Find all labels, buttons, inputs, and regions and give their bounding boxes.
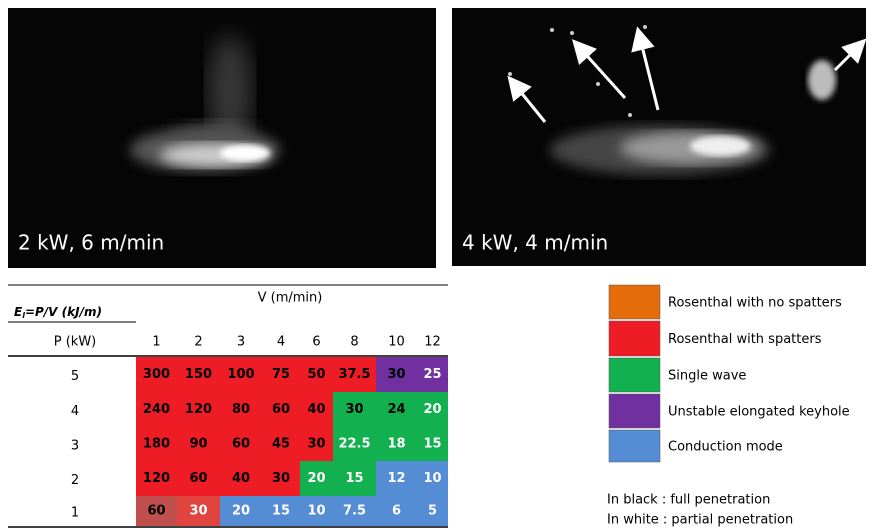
speed-header: 2 bbox=[194, 335, 202, 350]
cell-value: 20 bbox=[307, 471, 325, 486]
photo-right: 4 kW, 4 m/min bbox=[452, 8, 866, 266]
cell-value: 5 bbox=[428, 504, 437, 519]
speed-header: 4 bbox=[277, 335, 285, 350]
cell-value: 240 bbox=[143, 402, 170, 417]
power-label: 5 bbox=[71, 369, 79, 384]
speed-header: 6 bbox=[312, 335, 320, 350]
legend-label: Single wave bbox=[668, 369, 746, 384]
legend-swatch bbox=[609, 430, 660, 462]
cell-value: 20 bbox=[232, 504, 250, 519]
power-label: 3 bbox=[71, 439, 79, 454]
figure: 2 kW, 6 m/min 4 kW, 4 m/min El=P/V (kJ/m… bbox=[0, 0, 871, 528]
legend-swatch bbox=[609, 358, 660, 392]
cell-value: 120 bbox=[143, 471, 170, 486]
cell-value: 60 bbox=[232, 437, 250, 452]
column-title: V (m/min) bbox=[258, 291, 323, 306]
speed-header: 3 bbox=[237, 335, 245, 350]
row-title: P (kW) bbox=[54, 335, 97, 350]
cell-value: 180 bbox=[143, 437, 170, 452]
cell-value: 12 bbox=[387, 471, 405, 486]
corner-header: El=P/V (kJ/m) bbox=[14, 305, 102, 320]
legend-label: Rosenthal with no spatters bbox=[668, 296, 842, 311]
cell-value: 40 bbox=[232, 471, 250, 486]
cell-value: 75 bbox=[272, 367, 290, 382]
legend-swatch bbox=[609, 394, 660, 428]
speed-header: 12 bbox=[424, 335, 441, 350]
cell-value: 37.5 bbox=[338, 367, 370, 382]
legend: Rosenthal with no spatters Rosenthal with… bbox=[607, 285, 850, 528]
cell-value: 100 bbox=[227, 367, 254, 382]
note: In white : partial penetration bbox=[607, 513, 793, 528]
cell-value: 6 bbox=[392, 504, 401, 519]
cell-value: 15 bbox=[423, 437, 441, 452]
cell-value: 150 bbox=[185, 367, 212, 382]
cell-value: 30 bbox=[387, 367, 405, 382]
speed-header: 8 bbox=[350, 335, 358, 350]
cell-value: 50 bbox=[307, 367, 325, 382]
cell-value: 20 bbox=[423, 402, 441, 417]
power-label: 4 bbox=[71, 404, 79, 419]
cell-value: 120 bbox=[185, 402, 212, 417]
legend-label: Unstable elongated keyhole bbox=[668, 405, 850, 420]
cell-value: 22.5 bbox=[338, 437, 370, 452]
cell-value: 18 bbox=[387, 437, 405, 452]
cell-value: 60 bbox=[147, 504, 165, 519]
speed-header: 1 bbox=[152, 335, 160, 350]
legend-label: Conduction mode bbox=[668, 440, 783, 455]
cell-value: 40 bbox=[307, 402, 325, 417]
power-label: 1 bbox=[71, 506, 79, 521]
power-label: 2 bbox=[71, 473, 79, 488]
cell-value: 30 bbox=[189, 504, 207, 519]
photo-caption: 4 kW, 4 m/min bbox=[462, 231, 608, 255]
cell-value: 90 bbox=[189, 437, 207, 452]
cell-value: 30 bbox=[307, 437, 325, 452]
cell-value: 25 bbox=[423, 367, 441, 382]
cell-value: 10 bbox=[423, 471, 441, 486]
photo-caption: 2 kW, 6 m/min bbox=[18, 231, 164, 255]
note: In black : full penetration bbox=[607, 493, 770, 508]
cell-value: 15 bbox=[345, 471, 363, 486]
cell-value: 45 bbox=[272, 437, 290, 452]
cell-value: 15 bbox=[272, 504, 290, 519]
legend-swatch bbox=[609, 285, 660, 319]
cell-value: 60 bbox=[189, 471, 207, 486]
corner-part: =P/V (kJ/m) bbox=[25, 305, 102, 319]
cell-value: 300 bbox=[143, 367, 170, 382]
legend-swatch bbox=[609, 321, 660, 356]
cell-value: 30 bbox=[272, 471, 290, 486]
cell-value: 80 bbox=[232, 402, 250, 417]
cell-value: 24 bbox=[387, 402, 405, 417]
speed-header: 10 bbox=[388, 335, 405, 350]
cell-value: 7.5 bbox=[343, 504, 366, 519]
cell-value: 30 bbox=[345, 402, 363, 417]
legend-label: Rosenthal with spatters bbox=[668, 332, 822, 347]
cell-value: 60 bbox=[272, 402, 290, 417]
cell-value: 10 bbox=[307, 504, 325, 519]
photo-left: 2 kW, 6 m/min bbox=[8, 8, 436, 268]
